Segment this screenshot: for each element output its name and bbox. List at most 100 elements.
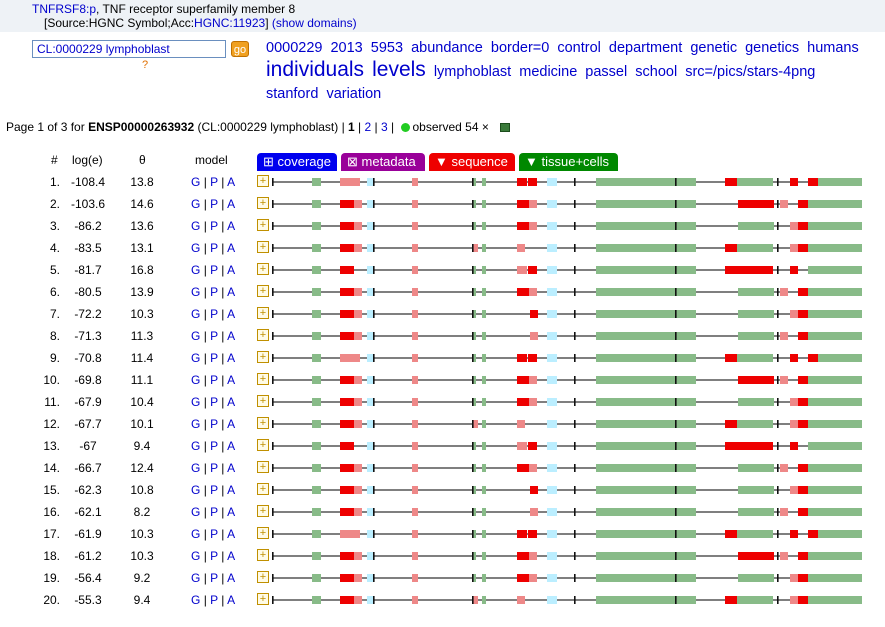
- peptide-coverage-track[interactable]: [270, 393, 864, 411]
- help-link[interactable]: ?: [142, 59, 149, 71]
- peptide-coverage-track[interactable]: [270, 217, 864, 235]
- model-g-link[interactable]: G: [191, 505, 201, 519]
- model-a-link[interactable]: A: [227, 483, 236, 497]
- model-g-link[interactable]: G: [191, 461, 201, 475]
- model-g-link[interactable]: G: [191, 527, 201, 541]
- model-g-link[interactable]: G: [191, 417, 201, 431]
- model-g-link[interactable]: G: [191, 197, 201, 211]
- expand-row-button[interactable]: +: [257, 395, 269, 407]
- show-domains-link[interactable]: (show domains): [271, 16, 357, 30]
- expand-row-button[interactable]: +: [257, 263, 269, 275]
- expand-row-button[interactable]: +: [257, 461, 269, 473]
- gene-link[interactable]: TNFRSF8:p: [32, 2, 97, 16]
- peptide-coverage-track[interactable]: [270, 591, 864, 609]
- expand-row-button[interactable]: +: [257, 197, 269, 209]
- model-g-link[interactable]: G: [191, 483, 201, 497]
- cloud-term[interactable]: lymphoblast: [433, 64, 512, 80]
- model-a-link[interactable]: A: [227, 549, 236, 563]
- expand-row-button[interactable]: +: [257, 329, 269, 341]
- expand-row-button[interactable]: +: [257, 241, 269, 253]
- cloud-term[interactable]: src=/pics/stars-4png: [685, 64, 816, 80]
- observed-count[interactable]: observed 54 ×: [412, 120, 489, 134]
- cloud-term[interactable]: levels: [372, 58, 426, 81]
- expand-row-button[interactable]: +: [257, 351, 269, 363]
- expand-row-button[interactable]: +: [257, 175, 269, 187]
- expand-row-button[interactable]: +: [257, 483, 269, 495]
- cloud-term[interactable]: stanford: [266, 86, 319, 102]
- model-p-link[interactable]: P: [210, 285, 218, 299]
- model-p-link[interactable]: P: [210, 593, 218, 607]
- model-a-link[interactable]: A: [227, 505, 236, 519]
- peptide-coverage-track[interactable]: [270, 261, 864, 279]
- cloud-term[interactable]: medicine: [519, 64, 578, 80]
- model-p-link[interactable]: P: [210, 417, 218, 431]
- tab-metadata[interactable]: ⊠ metadata: [341, 153, 425, 171]
- model-a-link[interactable]: A: [227, 307, 236, 321]
- expand-row-button[interactable]: +: [257, 571, 269, 583]
- expand-row-button[interactable]: +: [257, 439, 269, 451]
- model-p-link[interactable]: P: [210, 263, 218, 277]
- peptide-coverage-track[interactable]: [270, 239, 864, 257]
- model-p-link[interactable]: P: [210, 197, 218, 211]
- model-g-link[interactable]: G: [191, 329, 201, 343]
- model-a-link[interactable]: A: [227, 571, 236, 585]
- cloud-term[interactable]: department: [608, 40, 683, 56]
- model-p-link[interactable]: P: [210, 395, 218, 409]
- model-g-link[interactable]: G: [191, 263, 201, 277]
- model-a-link[interactable]: A: [227, 263, 236, 277]
- model-p-link[interactable]: P: [210, 483, 218, 497]
- model-g-link[interactable]: G: [191, 373, 201, 387]
- peptide-coverage-track[interactable]: [270, 195, 864, 213]
- peptide-coverage-track[interactable]: [270, 525, 864, 543]
- expand-row-button[interactable]: +: [257, 373, 269, 385]
- go-button[interactable]: go: [231, 41, 249, 57]
- model-g-link[interactable]: G: [191, 593, 201, 607]
- cloud-term[interactable]: genetics: [745, 40, 800, 56]
- model-p-link[interactable]: P: [210, 175, 218, 189]
- excel-export-icon[interactable]: [500, 123, 511, 132]
- model-a-link[interactable]: A: [227, 219, 236, 233]
- cloud-term[interactable]: 2013: [330, 40, 363, 56]
- expand-row-button[interactable]: +: [257, 285, 269, 297]
- expand-row-button[interactable]: +: [257, 527, 269, 539]
- model-a-link[interactable]: A: [227, 527, 236, 541]
- model-a-link[interactable]: A: [227, 593, 236, 607]
- model-g-link[interactable]: G: [191, 219, 201, 233]
- model-p-link[interactable]: P: [210, 307, 218, 321]
- search-input[interactable]: [32, 40, 226, 58]
- peptide-coverage-track[interactable]: [270, 503, 864, 521]
- model-p-link[interactable]: P: [210, 549, 218, 563]
- model-a-link[interactable]: A: [227, 329, 236, 343]
- model-p-link[interactable]: P: [210, 505, 218, 519]
- model-g-link[interactable]: G: [191, 549, 201, 563]
- model-p-link[interactable]: P: [210, 461, 218, 475]
- expand-row-button[interactable]: +: [257, 505, 269, 517]
- cloud-term[interactable]: variation: [326, 86, 382, 102]
- expand-row-button[interactable]: +: [257, 593, 269, 605]
- model-p-link[interactable]: P: [210, 219, 218, 233]
- cloud-term[interactable]: 0000229: [266, 40, 323, 56]
- page-2-link[interactable]: 2: [364, 120, 372, 134]
- cloud-term[interactable]: school: [635, 64, 678, 80]
- model-p-link[interactable]: P: [210, 571, 218, 585]
- model-g-link[interactable]: G: [191, 241, 201, 255]
- model-g-link[interactable]: G: [191, 439, 201, 453]
- model-p-link[interactable]: P: [210, 241, 218, 255]
- model-g-link[interactable]: G: [191, 395, 201, 409]
- model-a-link[interactable]: A: [227, 241, 236, 255]
- cloud-term[interactable]: individuals: [266, 58, 365, 81]
- expand-row-button[interactable]: +: [257, 307, 269, 319]
- page-3-link[interactable]: 3: [381, 120, 388, 134]
- tab-tissue-cells[interactable]: ▼ tissue+cells: [519, 153, 618, 171]
- model-a-link[interactable]: A: [227, 197, 236, 211]
- model-p-link[interactable]: P: [210, 439, 218, 453]
- model-g-link[interactable]: G: [191, 351, 201, 365]
- model-a-link[interactable]: A: [227, 285, 236, 299]
- model-p-link[interactable]: P: [210, 351, 218, 365]
- model-g-link[interactable]: G: [191, 285, 201, 299]
- model-a-link[interactable]: A: [227, 439, 236, 453]
- peptide-coverage-track[interactable]: [270, 283, 864, 301]
- model-a-link[interactable]: A: [227, 395, 236, 409]
- hgnc-link[interactable]: HGNC:11923: [194, 16, 266, 30]
- model-p-link[interactable]: P: [210, 329, 218, 343]
